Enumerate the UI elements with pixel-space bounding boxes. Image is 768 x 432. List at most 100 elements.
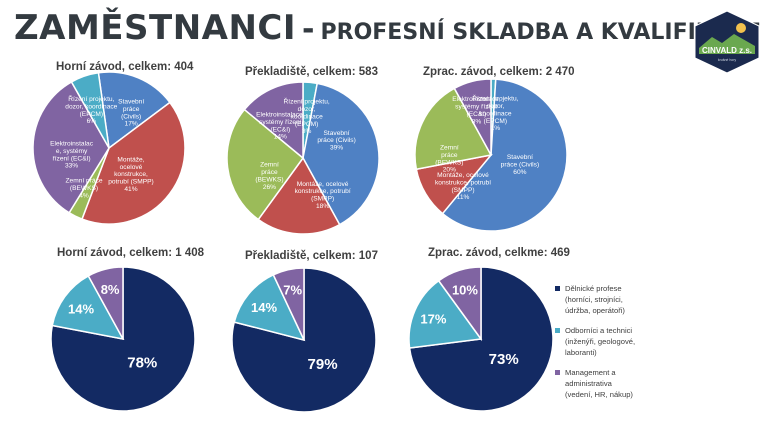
slice-label: Řízení projektu, dozor, koordinace (EPCM) 1% bbox=[472, 94, 518, 133]
slice-label-line: Zemní bbox=[260, 162, 279, 169]
slice-label-line: 26% bbox=[263, 184, 276, 191]
slice-label-line: práce (Civils) bbox=[501, 161, 539, 168]
slice-label-line: Stavební bbox=[118, 98, 144, 105]
slice-label-line: 17% bbox=[125, 121, 138, 128]
slice-label-line: (BEWKS) bbox=[435, 159, 463, 166]
slice-label-line: 20% bbox=[443, 167, 456, 174]
slice-label-line: práce bbox=[441, 152, 458, 159]
slice-label-line: Elektroinstalac bbox=[50, 140, 94, 147]
slice-label-line: Řízení projektu, bbox=[472, 94, 518, 103]
legend-swatch-tech bbox=[555, 328, 560, 333]
legend-line: údržba, operátoři) bbox=[565, 306, 625, 315]
pie-slice bbox=[226, 108, 305, 221]
slice-value-label: 14% bbox=[68, 302, 94, 317]
pie-slice bbox=[233, 273, 306, 342]
legend-line: Dělnické profese bbox=[565, 284, 622, 293]
legend-line: Odborníci a technici bbox=[565, 326, 633, 335]
slice-label-line: Řízení projektu, bbox=[284, 97, 330, 106]
slice-value-label: 7% bbox=[283, 282, 302, 297]
slice-label-line: práce bbox=[123, 106, 140, 113]
slice-label-line: (EPCM) bbox=[80, 111, 103, 118]
slice-label-line: Montáže, bbox=[117, 156, 144, 163]
slice-label: Řízení projektu, dozor, koordinace (EPCM) 6… bbox=[65, 94, 117, 125]
slice-label-line: práce bbox=[261, 169, 278, 176]
legend-line: (vedení, HR, nákup) bbox=[565, 390, 633, 399]
slice-label-line: koordinace bbox=[291, 113, 324, 120]
slice-label-line: (SMPP) bbox=[311, 196, 334, 203]
legend-item-mgmt: Management a administrativa (vedení, HR,… bbox=[555, 367, 665, 400]
slice-label-line: dozor, bbox=[486, 103, 504, 110]
slice-label-line: 1% bbox=[491, 125, 501, 132]
logo-text: CINVALD z.s. bbox=[702, 46, 752, 55]
slice-value-label: 14% bbox=[251, 300, 277, 315]
slice-label-line: dozor, bbox=[298, 106, 316, 113]
slice-label-line: 3% bbox=[302, 128, 312, 135]
pie-chart-4: 79% 14% 7% bbox=[231, 267, 377, 413]
slice-label: Řízení projektu, dozor, koordinace (EPCM) 3% bbox=[284, 97, 330, 136]
slice-label-line: Elektroinstalace, bbox=[452, 96, 501, 103]
slice-label: Montáže, ocelové konstrukce, potrubí (SMPP)… bbox=[108, 156, 153, 193]
pie-slice bbox=[81, 101, 186, 225]
chart-title-zprac-zavod-bottom: Zprac. závod, celkme: 469 bbox=[428, 247, 570, 259]
slice-value-label: 8% bbox=[101, 282, 120, 297]
slice-label: Stavební práce (Civils) 60% bbox=[501, 154, 539, 176]
slice-label-line: konstrukce, potrubí bbox=[295, 188, 351, 195]
slice-label-line: (Civils) bbox=[121, 113, 141, 120]
slice-label-line: 41% bbox=[124, 186, 137, 193]
slice-value-label: 79% bbox=[308, 356, 338, 373]
pie-slice bbox=[257, 156, 341, 235]
slice-value-label: 17% bbox=[420, 311, 446, 326]
slice-label-line: (BEWKS) bbox=[255, 177, 283, 184]
slice-label-line: (BEWKS) bbox=[70, 185, 98, 192]
legend-swatch-mgmt bbox=[555, 370, 560, 375]
slice-label: Stavební práce (Civils) 39% bbox=[317, 130, 355, 152]
pie-chart-2: Řízení projektu, dozor, koordinace (EPCM) 1%… bbox=[414, 78, 568, 232]
legend-line: laboranti) bbox=[565, 348, 597, 357]
chart-title-prekladiste-bottom: Překladiště, celkem: 107 bbox=[245, 250, 378, 262]
slice-label-line: řízení (EC&I) bbox=[53, 155, 91, 162]
pie-slice bbox=[408, 279, 483, 349]
slice-label-line: 8% bbox=[472, 118, 482, 125]
chart-title-horni-zavod-bottom: Horní závod, celkem: 1 408 bbox=[57, 247, 205, 259]
page-title: ZAMĚSTNANCI - PROFESNÍ SKLADBA A KVALIFIKA… bbox=[14, 8, 761, 48]
title-dash: - bbox=[302, 12, 315, 47]
slice-label-line: koordinace bbox=[479, 110, 512, 117]
slice-label: Elektroinstalac e, systémy řízení (EC&I) 33… bbox=[50, 140, 94, 169]
slice-label-line: 39% bbox=[330, 145, 343, 152]
slice-label-line: systémy řízení bbox=[455, 103, 498, 110]
slice-label-line: (EC&I) bbox=[270, 126, 290, 133]
pie-slice bbox=[414, 87, 493, 171]
slice-label-line: ocelové bbox=[120, 164, 143, 171]
legend-line: (horníci, strojníci, bbox=[565, 295, 623, 304]
pie-chart-5: 73% 17% 10% bbox=[408, 266, 554, 412]
chart-title-zprac-zavod-top: Zprac. závod, celkem: 2 470 bbox=[423, 66, 575, 78]
slice-label: Zemní práce (BEWKS) 26% bbox=[255, 162, 283, 191]
pie-slice bbox=[87, 266, 124, 340]
slice-label-line: systémy řízení bbox=[259, 119, 302, 126]
pie-chart-0: Stavební práce (Civils) 17% Montáže, ocelové k… bbox=[32, 71, 186, 225]
slice-label-line: potrubí (SMPP) bbox=[108, 179, 153, 186]
slice-label-line: Stavební bbox=[507, 154, 533, 161]
slice-label-line: Řízení projektu, bbox=[68, 94, 114, 103]
logo-tagline: krušné hory bbox=[718, 58, 737, 62]
slice-label-line: Montáže, ocelové bbox=[437, 172, 489, 179]
slice-label-line: (EPCM) bbox=[484, 118, 507, 125]
pie-slice bbox=[70, 71, 110, 149]
slice-label-line: Montáže, ocelové bbox=[297, 181, 349, 188]
slice-label-line: Zemní práce bbox=[66, 178, 103, 185]
legend-swatch-workers bbox=[555, 286, 560, 291]
legend-line: (inženýři, geologové, bbox=[565, 337, 636, 346]
slice-label-line: 14% bbox=[274, 134, 287, 141]
slice-label-line: 33% bbox=[65, 163, 78, 170]
slice-label: Zemní práce (BEWKS) 20% bbox=[435, 145, 463, 174]
legend-line: Management a bbox=[565, 368, 616, 377]
slice-label-line: práce (Civils) bbox=[317, 137, 355, 144]
slice-label-line: 60% bbox=[513, 169, 526, 176]
pie-chart-3: 78% 14% 8% bbox=[50, 266, 196, 412]
slice-label-line: konstrukce, bbox=[114, 171, 148, 178]
pie-slice bbox=[453, 78, 492, 156]
pie-slice bbox=[302, 82, 380, 226]
slice-label: Stavební práce (Civils) 17% bbox=[118, 98, 144, 127]
pie-chart-1: Řízení projektu, dozor, koordinace (EPCM) 3%… bbox=[226, 81, 380, 235]
